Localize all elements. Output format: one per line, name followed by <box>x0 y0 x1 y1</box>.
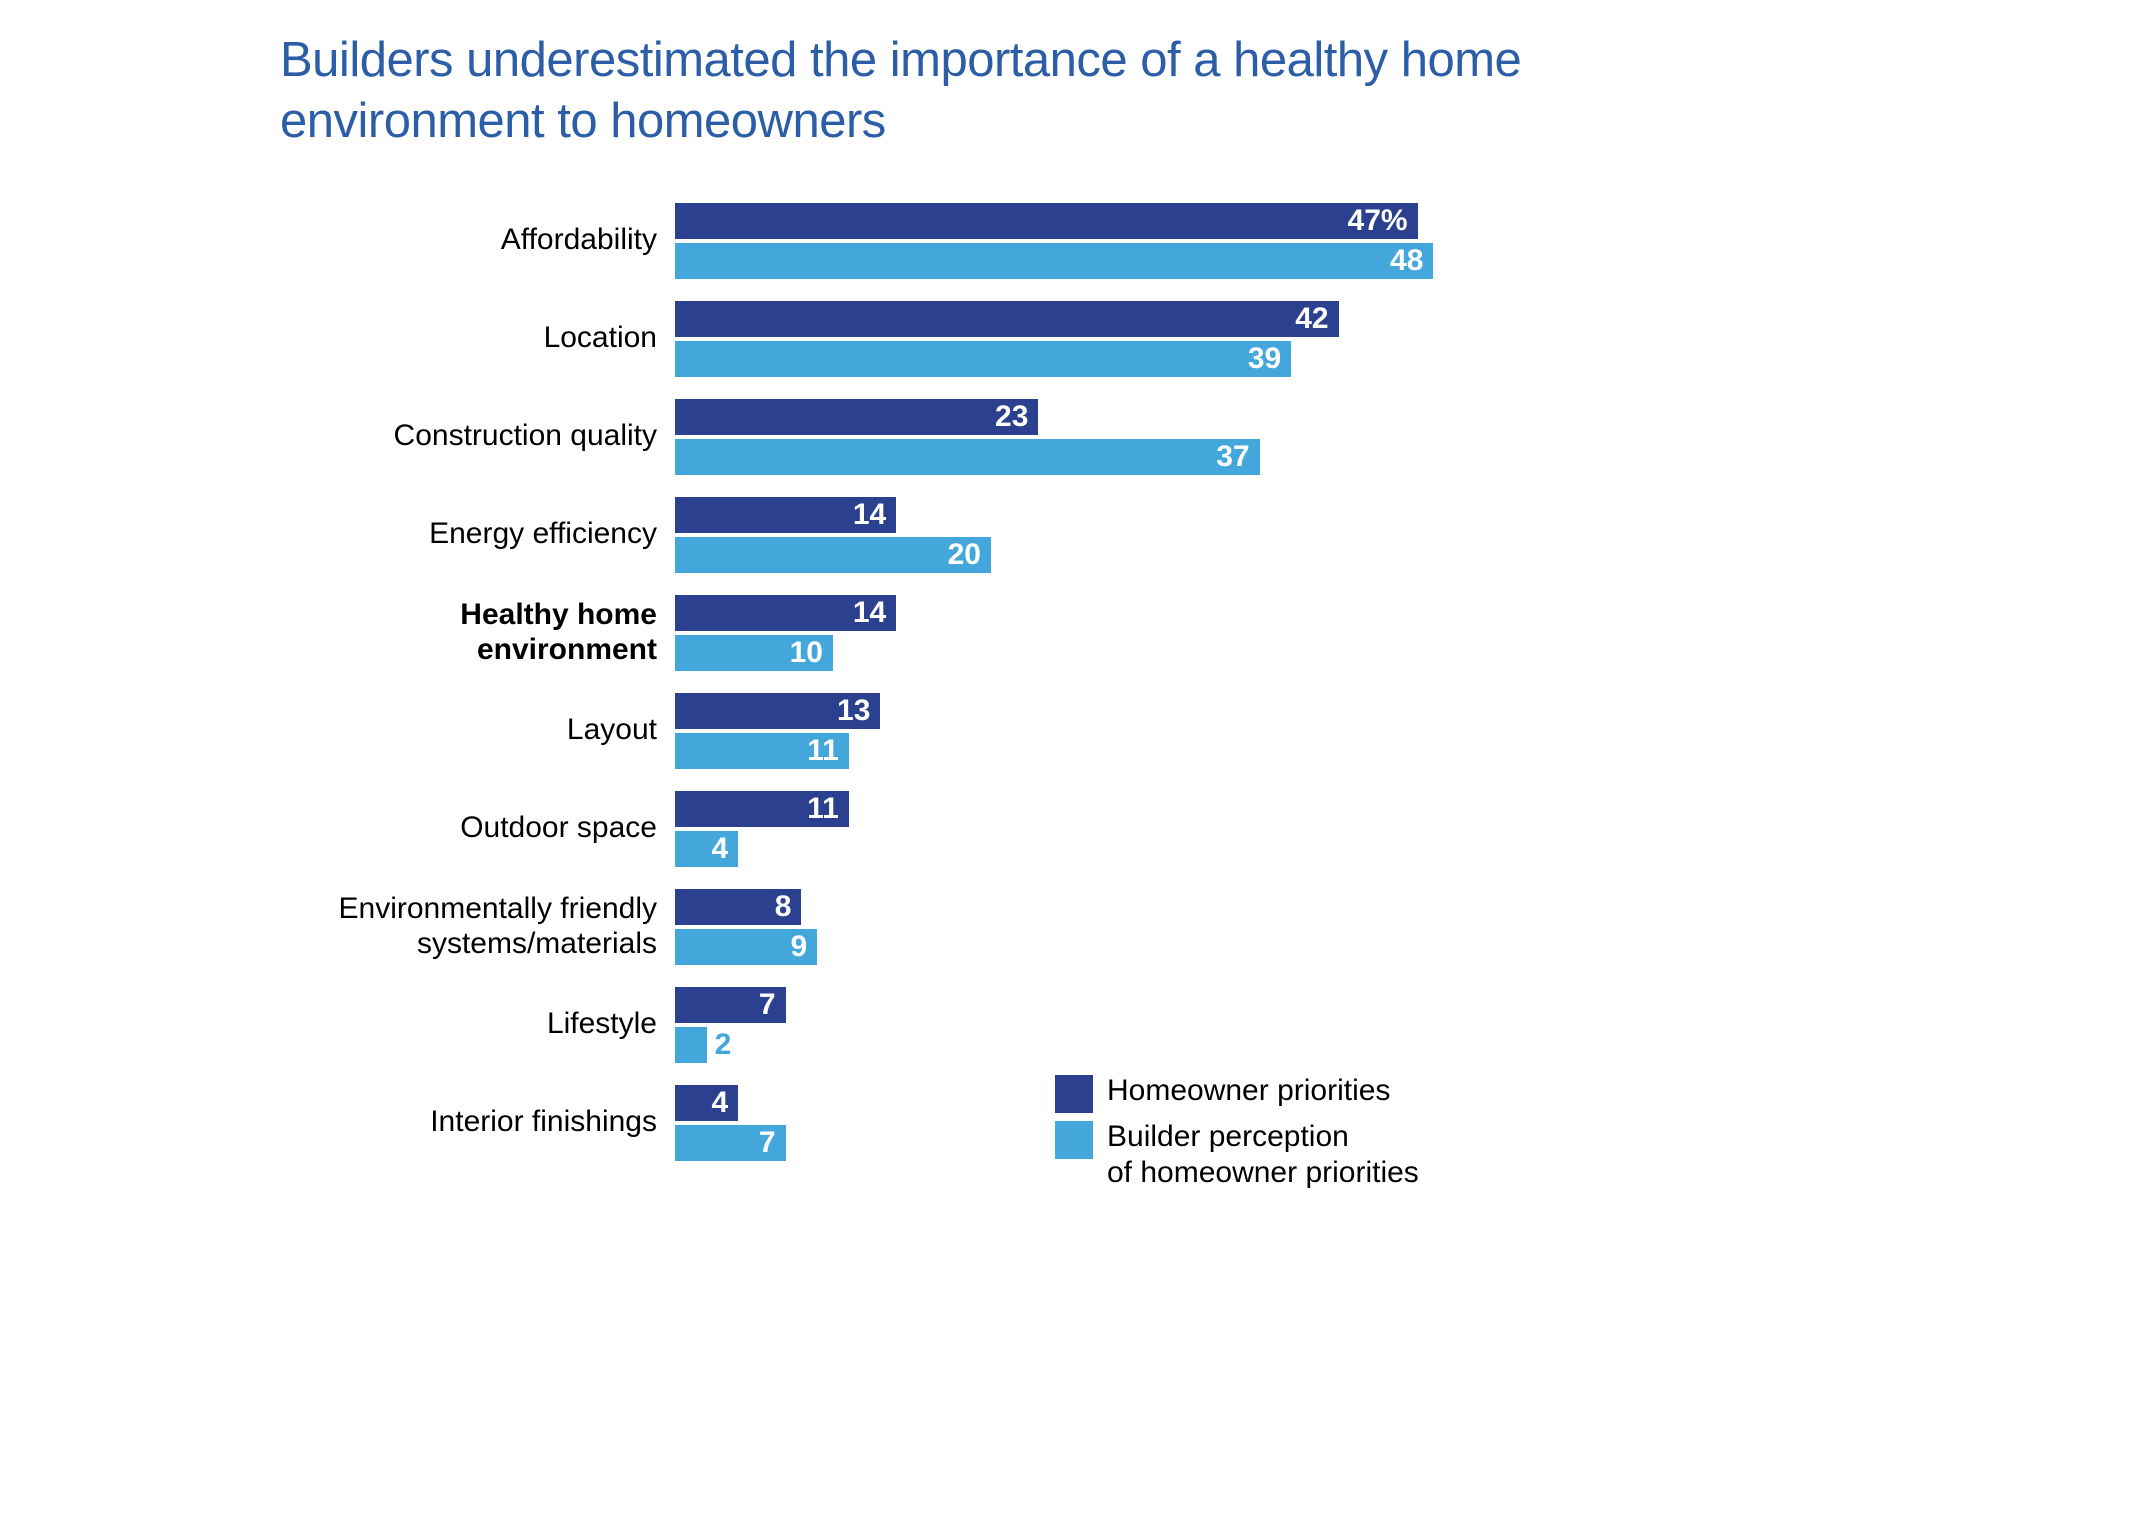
bar-builder: 20 <box>675 537 991 573</box>
chart-title: Builders underestimated the importance o… <box>280 30 1780 153</box>
legend-label: Builder perceptionof homeowner prioritie… <box>1107 1119 1419 1191</box>
bar-group: 14 10 <box>675 595 1780 671</box>
bar-value-label: 48 <box>1390 244 1423 278</box>
bar-homeowner: 14 <box>675 595 896 631</box>
legend-label: Homeowner priorities <box>1107 1073 1390 1109</box>
legend: Homeowner priorities Builder perceptionof… <box>1055 1073 1419 1191</box>
chart-row: Layout1311 <box>280 693 1780 769</box>
bar-homeowner: 13 <box>675 693 880 729</box>
category-label: Environmentally friendlysystems/material… <box>280 892 675 961</box>
bar-builder: 2 <box>675 1027 707 1063</box>
category-label: Construction quality <box>280 419 675 454</box>
bar-homeowner: 47% <box>675 203 1418 239</box>
bar-value-label: 47% <box>1348 204 1408 238</box>
bar-value-label: 4 <box>712 1086 729 1120</box>
bar-value-label: 23 <box>995 400 1028 434</box>
bar-value-label: 20 <box>948 538 981 572</box>
chart-row: Outdoor space 11 4 <box>280 791 1780 867</box>
bar-group: 14 20 <box>675 497 1780 573</box>
chart-row: Construction quality 23 37 <box>280 399 1780 475</box>
bar-builder: 39 <box>675 341 1291 377</box>
bar-value-label: 14 <box>853 498 886 532</box>
legend-item: Homeowner priorities <box>1055 1073 1419 1113</box>
bar-value-label: 37 <box>1216 440 1249 474</box>
category-label: Outdoor space <box>280 811 675 846</box>
bar-builder: 9 <box>675 929 817 965</box>
bar-homeowner: 14 <box>675 497 896 533</box>
bar-group: 89 <box>675 889 1780 965</box>
bar-value-label: 11 <box>807 734 839 768</box>
chart-row: Energy efficiency 14 20 <box>280 497 1780 573</box>
bar-value-label: 10 <box>790 636 823 670</box>
bar-homeowner: 23 <box>675 399 1038 435</box>
legend-item: Builder perceptionof homeowner prioritie… <box>1055 1119 1419 1191</box>
bar-builder: 48 <box>675 243 1433 279</box>
bar-value-label: 11 <box>807 792 839 826</box>
bar-value-label: 13 <box>837 694 870 728</box>
bar-group: 47%48 <box>675 203 1780 279</box>
chart-row: Healthy homeenvironment 14 10 <box>280 595 1780 671</box>
bar-builder: 10 <box>675 635 833 671</box>
bar-builder: 7 <box>675 1125 786 1161</box>
category-label: Lifestyle <box>280 1007 675 1042</box>
category-label: Layout <box>280 713 675 748</box>
category-label: Healthy homeenvironment <box>280 598 675 667</box>
legend-swatch <box>1055 1075 1093 1113</box>
bar-group: 23 37 <box>675 399 1780 475</box>
category-label: Interior finishings <box>280 1105 675 1140</box>
chart-row: Interior finishings 47 <box>280 1085 1780 1161</box>
bar-value-label: 39 <box>1248 342 1281 376</box>
category-label: Affordability <box>280 223 675 258</box>
bar-value-label: 42 <box>1295 302 1328 336</box>
bar-group: 1311 <box>675 693 1780 769</box>
bar-group: 11 4 <box>675 791 1780 867</box>
bar-value-label: 7 <box>759 988 776 1022</box>
category-label: Energy efficiency <box>280 517 675 552</box>
bar-value-label: 14 <box>853 596 886 630</box>
bar-homeowner: 8 <box>675 889 801 925</box>
chart-row: Location 42 39 <box>280 301 1780 377</box>
bar-builder: 11 <box>675 733 849 769</box>
bar-group: 72 <box>675 987 1780 1063</box>
bar-value-label: 9 <box>791 930 808 964</box>
category-label: Location <box>280 321 675 356</box>
bar-value-label: 2 <box>715 1028 732 1062</box>
legend-swatch <box>1055 1121 1093 1159</box>
bar-builder: 4 <box>675 831 738 867</box>
chart-row: Lifestyle72 <box>280 987 1780 1063</box>
chart-row: Environmentally friendlysystems/material… <box>280 889 1780 965</box>
bar-value-label: 8 <box>775 890 792 924</box>
bar-homeowner: 11 <box>675 791 849 827</box>
grouped-bar-chart: Affordability47%48Location4239Constructi… <box>280 203 1780 1161</box>
bar-homeowner: 7 <box>675 987 786 1023</box>
bar-group: 42 39 <box>675 301 1780 377</box>
bar-homeowner: 42 <box>675 301 1339 337</box>
bar-value-label: 7 <box>759 1126 776 1160</box>
bar-builder: 37 <box>675 439 1260 475</box>
bar-value-label: 4 <box>712 832 729 866</box>
bar-homeowner: 4 <box>675 1085 738 1121</box>
chart-row: Affordability47%48 <box>280 203 1780 279</box>
